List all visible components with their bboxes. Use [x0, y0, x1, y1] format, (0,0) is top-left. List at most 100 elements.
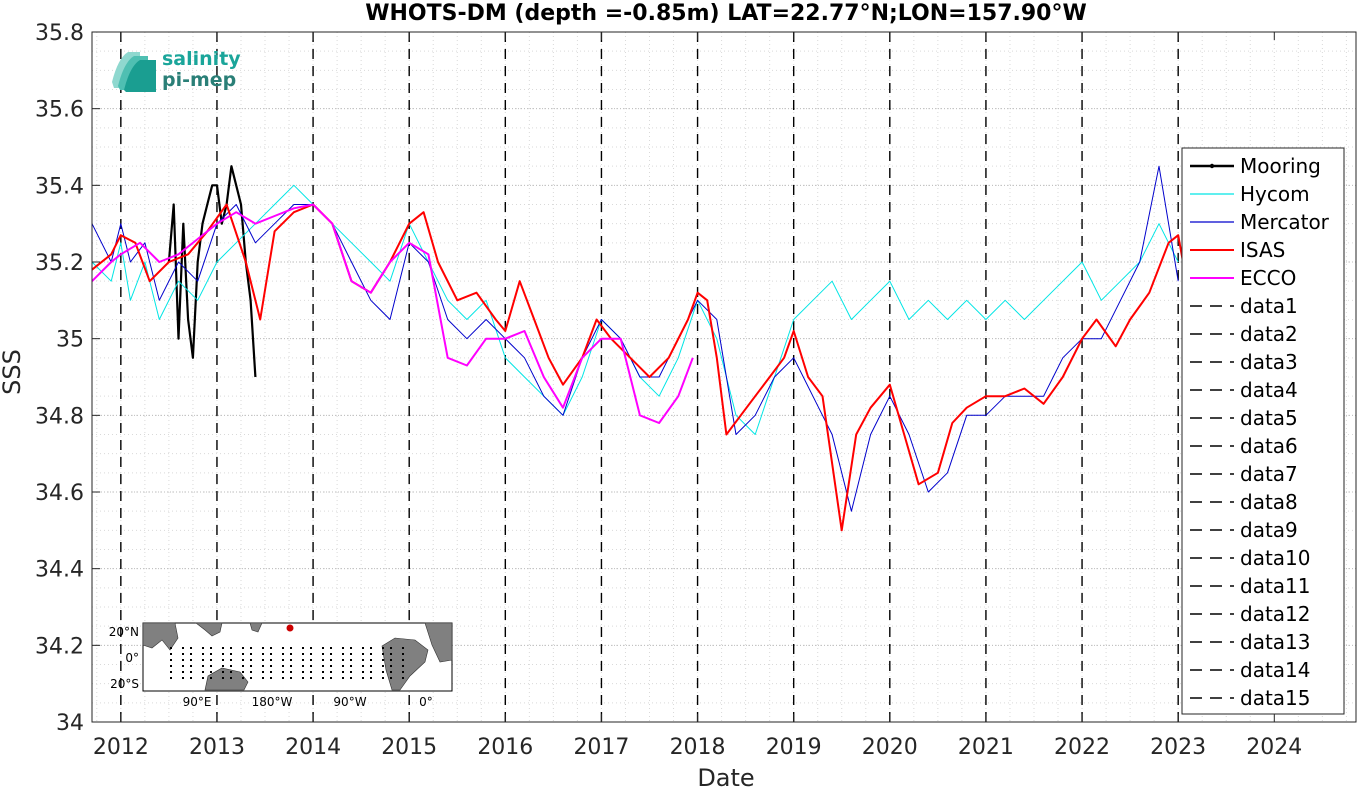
inset-dot [210, 671, 212, 673]
inset-lon-label: 180°W [252, 695, 293, 709]
series-line-ecco [91, 203, 694, 424]
inset-land-1 [195, 622, 223, 637]
inset-dot [190, 653, 192, 655]
inset-dot [330, 677, 332, 679]
legend-label: data14 [1240, 658, 1311, 682]
inset-lon-label: 90°E [183, 695, 212, 709]
inset-dot [370, 671, 372, 673]
inset-dot [170, 647, 172, 649]
inset-dot [350, 647, 352, 649]
y-tick-label: 35 [56, 328, 84, 353]
inset-land-5 [424, 622, 453, 663]
legend-item-data10: data10 [1190, 546, 1311, 570]
inset-dot [282, 665, 284, 667]
inset-dot [290, 647, 292, 649]
inset-location-marker [286, 624, 294, 632]
x-tick-label: 2015 [381, 735, 437, 760]
inset-dot [230, 659, 232, 661]
inset-dot [382, 671, 384, 673]
inset-dot [262, 677, 264, 679]
y-tick-label: 35.8 [35, 21, 84, 46]
inset-dot [390, 677, 392, 679]
x-tick-label: 2022 [1054, 735, 1110, 760]
legend-label: data9 [1240, 518, 1298, 542]
legend-label: data13 [1240, 630, 1311, 654]
inset-dot [370, 647, 372, 649]
inset-dot [390, 671, 392, 673]
y-tick-label: 35.6 [35, 98, 84, 123]
inset-dot [170, 653, 172, 655]
inset-dot [170, 665, 172, 667]
legend-label: data4 [1240, 378, 1298, 402]
inset-mooring-array [170, 647, 404, 679]
inset-dot [382, 665, 384, 667]
inset-dot [390, 647, 392, 649]
inset-dot [250, 653, 252, 655]
inset-dot [402, 647, 404, 649]
legend-item-data6: data6 [1190, 434, 1298, 458]
inset-lon-label: 90°W [333, 695, 366, 709]
legend-label: Mercator [1240, 210, 1330, 234]
y-tick-label: 35.2 [35, 251, 84, 276]
inset-dot [350, 659, 352, 661]
inset-dot [262, 659, 264, 661]
inset-dot [262, 671, 264, 673]
y-tick-label: 35.4 [35, 174, 84, 199]
inset-dot [390, 659, 392, 661]
inset-land-2 [204, 667, 249, 691]
x-tick-label: 2020 [862, 735, 918, 760]
legend: Mooring Hycom Mercator ISAS ECCO data1 data2 da… [1181, 147, 1345, 715]
inset-dot [170, 671, 172, 673]
legend-item-data15: data15 [1190, 686, 1311, 710]
inset-dot [170, 677, 172, 679]
inset-dot [270, 659, 272, 661]
inset-dot [330, 659, 332, 661]
inset-dot [210, 647, 212, 649]
inset-dot [322, 671, 324, 673]
salinity-pi-mep-logo: salinity pi-mep [112, 48, 241, 92]
legend-marker-mooring [1209, 163, 1215, 169]
legend-label: data2 [1240, 322, 1298, 346]
inset-dot [342, 647, 344, 649]
inset-dot [342, 677, 344, 679]
legend-box [1181, 147, 1345, 715]
legend-item-data9: data9 [1190, 518, 1298, 542]
inset-lon-label: 0° [419, 695, 433, 709]
inset-dot [250, 647, 252, 649]
inset-dot [222, 677, 224, 679]
inset-dot [182, 671, 184, 673]
inset-lat-label: 20°N [109, 625, 139, 639]
inset-lat-label: 0° [125, 651, 139, 665]
inset-dot [222, 647, 224, 649]
legend-item-data8: data8 [1190, 490, 1298, 514]
inset-dot [382, 677, 384, 679]
inset-dot [202, 665, 204, 667]
inset-dot [210, 677, 212, 679]
inset-land-3 [249, 622, 263, 633]
legend-item-data3: data3 [1190, 350, 1298, 374]
x-tick-label: 2021 [958, 735, 1014, 760]
inset-dot [242, 647, 244, 649]
inset-dot [290, 671, 292, 673]
legend-label: data6 [1240, 434, 1298, 458]
inset-dot [290, 659, 292, 661]
inset-dot [310, 659, 312, 661]
inset-dot [190, 659, 192, 661]
inset-dot [202, 653, 204, 655]
inset-dot [262, 647, 264, 649]
inset-dot [210, 665, 212, 667]
inset-dot [270, 665, 272, 667]
inset-dot [262, 653, 264, 655]
inset-dot [362, 671, 364, 673]
inset-dot [370, 677, 372, 679]
y-tick-label: 34.8 [35, 404, 84, 429]
inset-dot [362, 677, 364, 679]
inset-dot [322, 665, 324, 667]
inset-dot [190, 671, 192, 673]
legend-item-hycom: Hycom [1190, 182, 1310, 206]
inset-dot [350, 653, 352, 655]
legend-item-ecco: ECCO [1190, 266, 1296, 290]
inset-dot [210, 653, 212, 655]
y-axis-label: SSS [0, 349, 26, 395]
inset-dot [222, 653, 224, 655]
